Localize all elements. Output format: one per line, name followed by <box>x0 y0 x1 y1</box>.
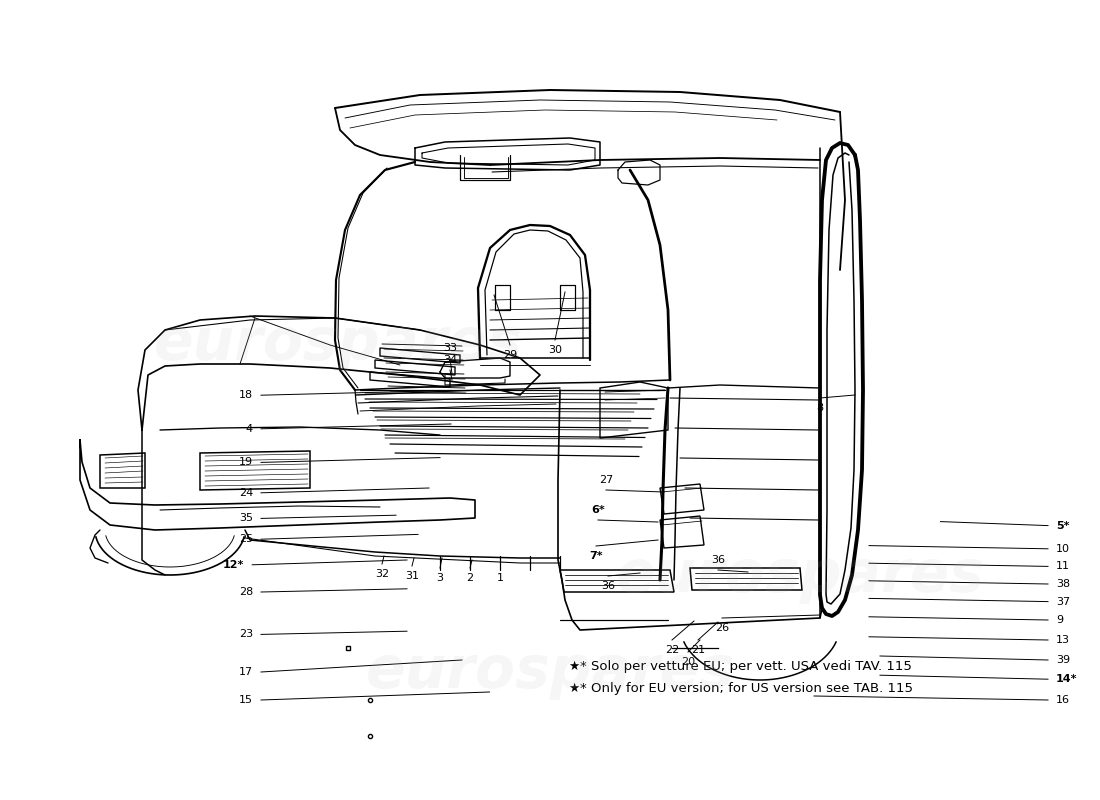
Text: * Solo per vetture EU; per vett. USA vedi TAV. 115: * Solo per vetture EU; per vett. USA ved… <box>580 660 912 673</box>
Text: 7*: 7* <box>590 551 603 561</box>
Text: 1: 1 <box>496 573 504 583</box>
Text: 16: 16 <box>1056 695 1070 705</box>
Text: 15: 15 <box>239 695 253 705</box>
Text: 2: 2 <box>466 573 474 583</box>
Text: 32: 32 <box>375 569 389 579</box>
Text: 4: 4 <box>246 424 253 434</box>
Text: 30: 30 <box>548 345 562 355</box>
Text: 26: 26 <box>715 623 729 633</box>
Text: 3: 3 <box>437 573 443 583</box>
Text: 9: 9 <box>1056 615 1063 625</box>
Text: 14*: 14* <box>1056 674 1078 684</box>
Text: 13: 13 <box>1056 635 1070 645</box>
Text: 20: 20 <box>681 657 695 667</box>
Text: 10: 10 <box>1056 544 1070 554</box>
Text: 33: 33 <box>443 343 456 353</box>
Text: eurospares: eurospares <box>365 643 735 701</box>
Text: 22: 22 <box>664 645 679 655</box>
Text: 34: 34 <box>443 355 458 365</box>
Text: 25: 25 <box>239 534 253 544</box>
Text: 23: 23 <box>239 630 253 639</box>
Text: 38: 38 <box>1056 579 1070 589</box>
Text: 21: 21 <box>691 645 705 655</box>
Text: 35: 35 <box>239 514 253 523</box>
Text: eurospares: eurospares <box>616 547 984 605</box>
Text: ★: ★ <box>568 660 580 673</box>
Text: 27: 27 <box>598 475 613 485</box>
Text: 39: 39 <box>1056 655 1070 665</box>
Text: 17: 17 <box>239 667 253 677</box>
Text: eurospares: eurospares <box>154 315 522 373</box>
Text: 31: 31 <box>405 571 419 581</box>
Text: 18: 18 <box>239 390 253 400</box>
Text: 12*: 12* <box>223 560 244 570</box>
Text: * Only for EU version; for US version see TAB. 115: * Only for EU version; for US version se… <box>580 682 913 695</box>
Text: ★: ★ <box>568 682 580 695</box>
Text: 24: 24 <box>239 488 253 498</box>
Text: 28: 28 <box>239 587 253 597</box>
Text: 11: 11 <box>1056 562 1070 571</box>
Text: 6*: 6* <box>591 505 605 515</box>
Text: 37: 37 <box>1056 597 1070 606</box>
Text: 8: 8 <box>816 403 824 413</box>
Text: 5*: 5* <box>1056 521 1069 530</box>
Text: 29: 29 <box>503 350 517 360</box>
Text: 36: 36 <box>601 581 615 591</box>
Text: 19: 19 <box>239 458 253 467</box>
Text: 36: 36 <box>711 555 725 565</box>
